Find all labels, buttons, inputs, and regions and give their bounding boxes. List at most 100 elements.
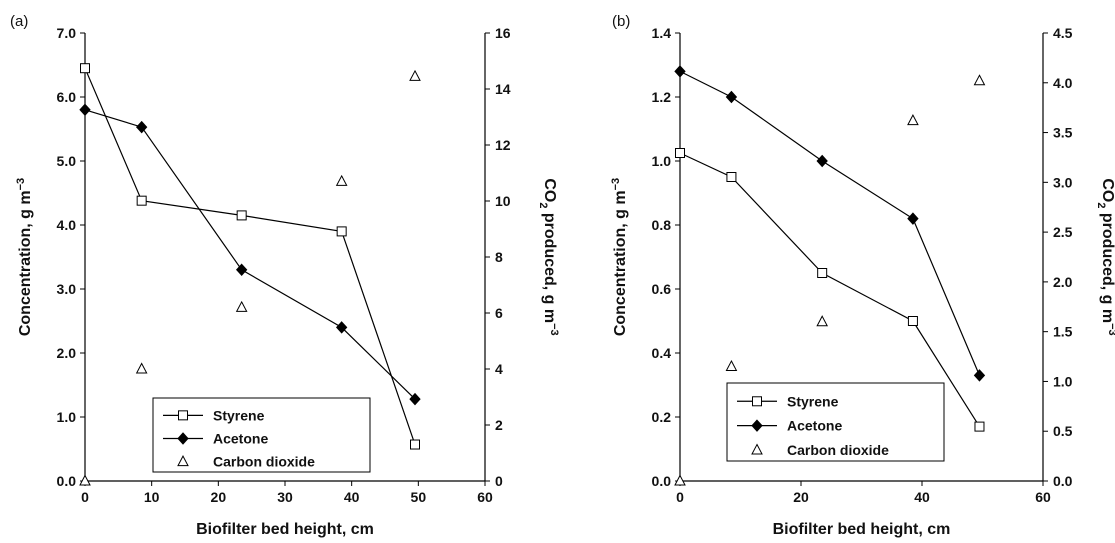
y-axis-label-text: Concentration, g m <box>612 190 629 336</box>
data-point <box>725 90 738 104</box>
x-tick-label: 10 <box>144 489 160 505</box>
data-point <box>725 359 738 372</box>
series-styrene <box>675 148 985 432</box>
data-point <box>336 226 347 237</box>
y2-tick-label: 1.5 <box>1053 324 1073 340</box>
x-tick-label: 40 <box>344 489 360 505</box>
legend-label: Acetone <box>787 418 842 434</box>
data-point <box>335 321 348 334</box>
y-tick-label: 1.4 <box>652 25 672 41</box>
data-point <box>409 69 421 81</box>
x-axis-label: Biofilter bed height, cm <box>773 521 951 538</box>
x-tick-label: 0 <box>676 489 684 505</box>
series-acetone <box>674 65 986 382</box>
y-axis-label: Concentration, g m−3 <box>610 178 629 336</box>
data-point <box>907 316 918 326</box>
data-point <box>907 212 919 225</box>
data-point <box>136 195 147 206</box>
y2-tick-label: 1.0 <box>1053 373 1073 389</box>
series-line <box>679 70 981 376</box>
y-tick-label: 6.0 <box>57 89 77 105</box>
data-point <box>973 74 986 86</box>
panel-label: (a) <box>10 13 28 30</box>
series-carbon-dioxide <box>79 69 421 486</box>
legend-marker <box>177 455 189 467</box>
data-point <box>674 65 686 78</box>
data-point <box>235 300 248 312</box>
y-tick-label: 0.0 <box>652 473 672 489</box>
y2-tick-label: 2.5 <box>1053 224 1073 240</box>
y2-tick-label: 2.0 <box>1053 274 1073 290</box>
data-point <box>335 174 348 186</box>
data-point <box>409 392 421 406</box>
legend-label: Styrene <box>213 407 265 423</box>
y2-tick-label: 0.0 <box>1053 473 1073 489</box>
y-tick-label: 0.6 <box>652 281 672 297</box>
data-point <box>80 63 90 74</box>
y2-axis-label-text: CO <box>541 178 558 202</box>
x-tick-label: 60 <box>477 489 493 505</box>
series-carbon-dioxide <box>674 74 986 486</box>
x-axis-label: Biofilter bed height, cm <box>196 521 374 538</box>
data-point <box>135 362 148 374</box>
y2-tick-label: 3.0 <box>1053 174 1073 190</box>
data-point <box>974 421 985 432</box>
y2-tick-label: 3.5 <box>1053 125 1073 141</box>
y2-tick-label: 4 <box>495 361 503 377</box>
data-point <box>816 315 829 327</box>
y2-tick-label: 16 <box>495 25 511 41</box>
y-tick-label: 0.4 <box>652 345 672 361</box>
legend-label: Carbon dioxide <box>213 454 315 470</box>
y-axis-label-superscript: −3 <box>610 178 622 191</box>
y-tick-label: 0.8 <box>652 217 672 233</box>
x-tick-label: 40 <box>914 489 930 505</box>
x-tick-label: 0 <box>81 489 89 505</box>
data-point <box>726 172 737 182</box>
x-tick-label: 30 <box>277 489 293 505</box>
legend-box <box>726 382 945 462</box>
series-acetone <box>79 103 421 406</box>
y2-axis-label-text-rest: produced, g m <box>541 208 558 323</box>
x-tick-label: 50 <box>411 489 427 505</box>
y2-tick-label: 10 <box>495 193 511 209</box>
legend-label: Styrene <box>787 393 839 409</box>
y2-axis-label: CO2 produced, g m−3 <box>537 178 560 335</box>
x-tick-label: 60 <box>1035 489 1051 505</box>
y-tick-label: 0.0 <box>57 473 77 489</box>
data-point <box>675 148 685 158</box>
legend-marker <box>751 419 763 432</box>
y2-tick-label: 8 <box>495 249 503 265</box>
x-tick-label: 20 <box>793 489 809 505</box>
y-axis-label-text: Concentration, g m <box>17 190 34 336</box>
legend-label: Acetone <box>213 430 268 446</box>
data-point <box>907 114 919 126</box>
y2-tick-label: 14 <box>495 81 511 97</box>
y2-axis-label-superscript: −3 <box>548 323 560 336</box>
chart-panel-b: (b)0 20 40 600.00.20.40.60.81.01.21.40.00.5… <box>610 13 1115 538</box>
y2-axis-label-subscript: 2 <box>537 202 549 208</box>
data-point <box>135 120 148 134</box>
series-styrene <box>80 63 420 450</box>
y2-axis-label-text-rest: produced, g m <box>1099 208 1115 323</box>
y2-axis-label: CO2 produced, g m−3 <box>1095 178 1115 335</box>
legend-marker <box>178 410 188 421</box>
legend-marker <box>751 443 763 455</box>
chart-panel-a: (a)0 10 20 30 40 50 600.01.02.03.04.05.06.07.0… <box>10 13 560 538</box>
y-axis-label-superscript: −3 <box>15 178 27 191</box>
y-tick-label: 1.0 <box>652 153 672 169</box>
y-tick-label: 2.0 <box>57 345 77 361</box>
y-tick-label: 1.2 <box>652 89 672 105</box>
y2-tick-label: 2 <box>495 417 503 433</box>
series-line <box>84 109 416 400</box>
legend-box <box>152 397 371 473</box>
y2-tick-label: 4.5 <box>1053 25 1073 41</box>
y2-axis-label-text: CO <box>1099 178 1115 202</box>
data-point <box>235 263 248 277</box>
legend-label: Carbon dioxide <box>787 442 889 458</box>
y-tick-label: 1.0 <box>57 409 77 425</box>
y2-axis-label-superscript: −3 <box>1106 323 1115 336</box>
data-point <box>410 439 420 450</box>
data-point <box>674 474 686 486</box>
y-tick-label: 0.2 <box>652 409 672 425</box>
